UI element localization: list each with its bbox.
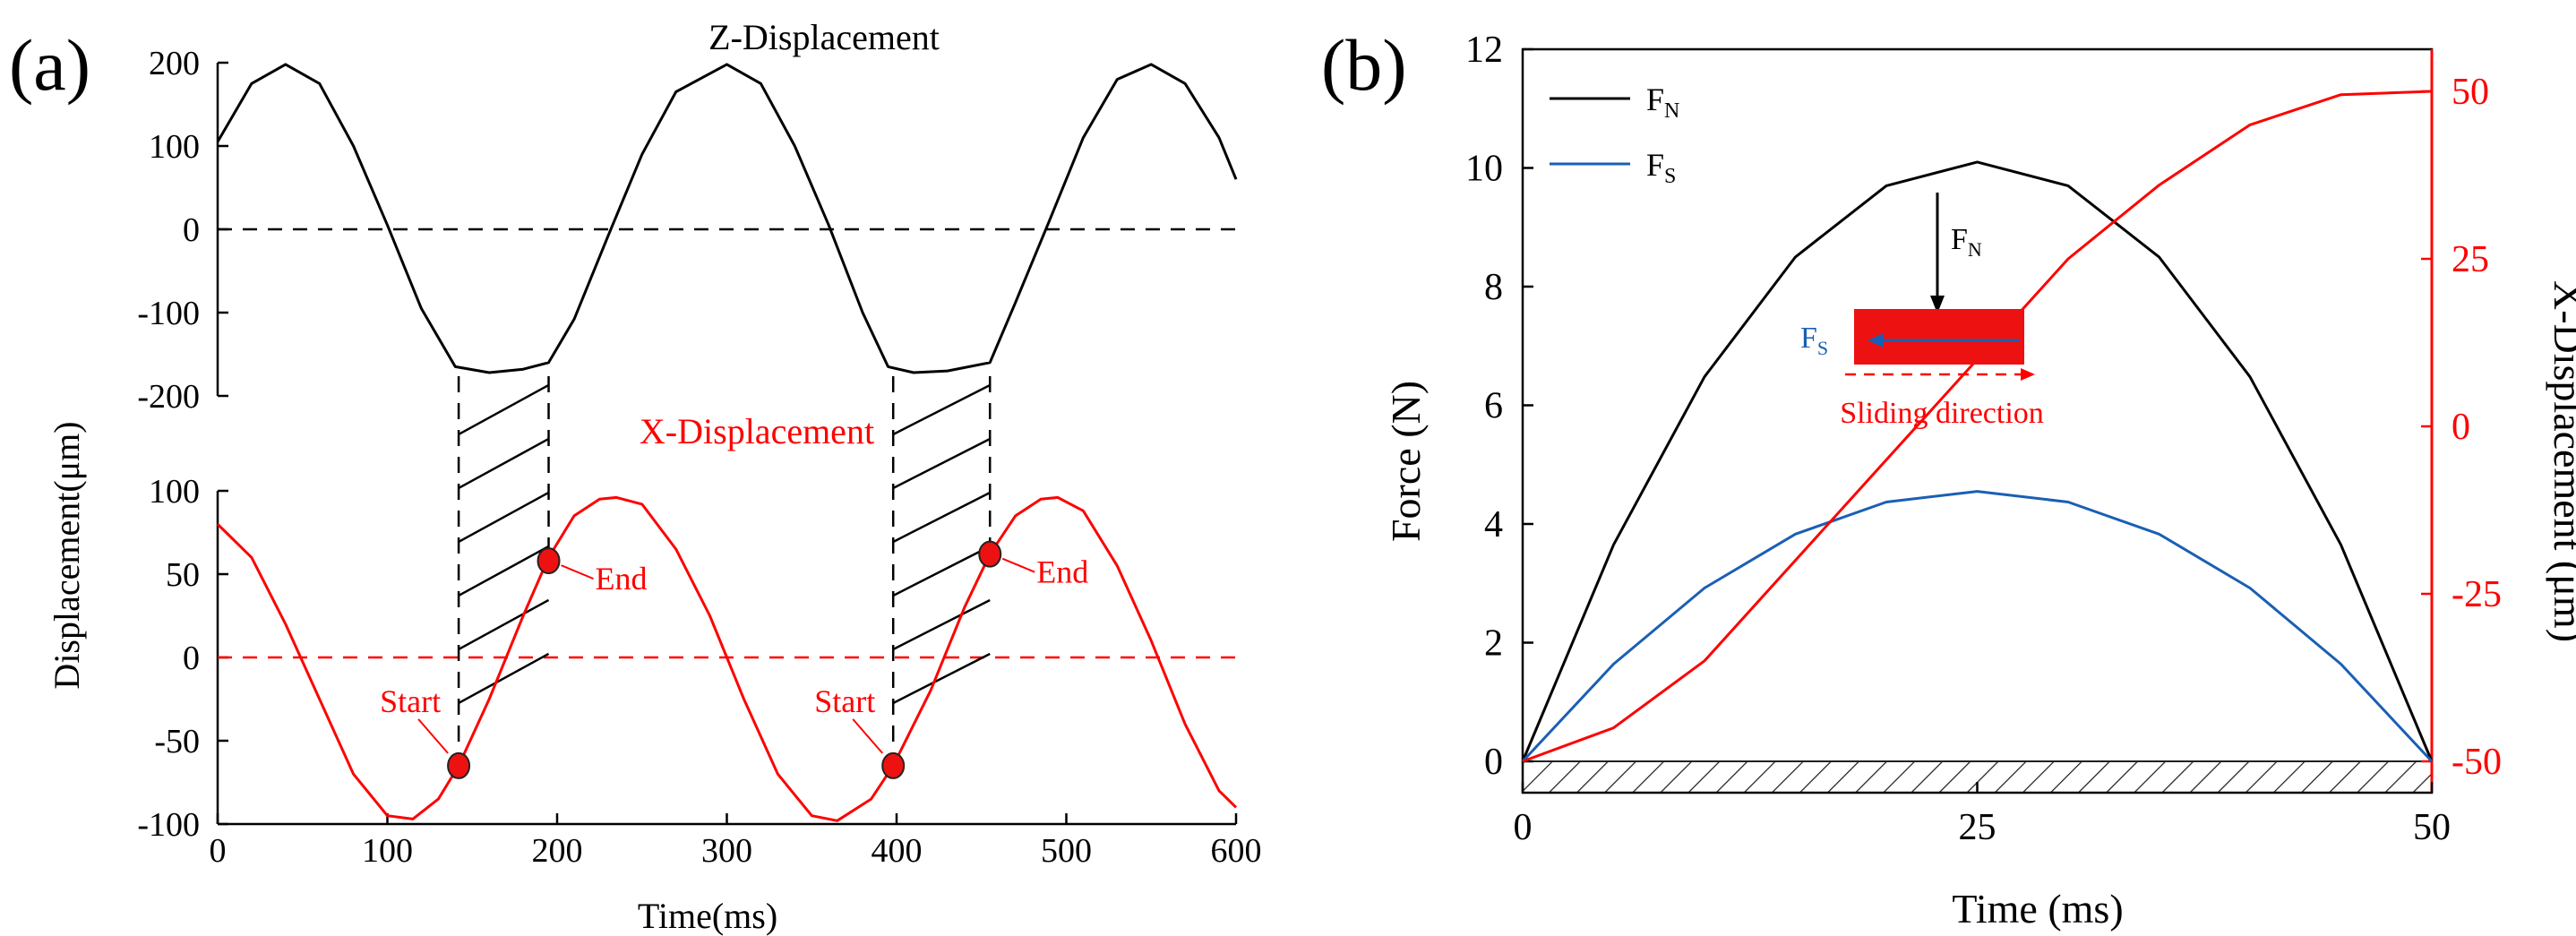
contact-hatch-line [892, 545, 991, 597]
marker-arrow [852, 718, 883, 754]
contact-windows [457, 375, 992, 766]
z-y-tick-label: -100 [137, 295, 200, 332]
y-tick-label-b: 12 [1465, 30, 1503, 71]
marker-label-start: Start [814, 683, 875, 719]
z-y-tick-label: 100 [149, 128, 200, 166]
z-y-tick-label: 0 [183, 211, 200, 249]
y2-tick-label-b: -25 [2451, 574, 2502, 615]
marker-arrow [417, 718, 449, 754]
x-tick-label-a: 400 [872, 832, 923, 870]
panel-a-markers: Start End Start End [380, 540, 1088, 779]
panel-b: (b) Force (N) X-Displacement (μm) Time (… [1321, 24, 2576, 932]
x-y-tick-label: 100 [149, 473, 200, 511]
x-tick-label-b: 25 [1959, 807, 1996, 848]
panel-b-ticks: 0 25 50 0 2 4 6 8 10 12 50 25 0 -25 -50 [1465, 30, 2502, 848]
y-tick-label-b: 6 [1484, 386, 1503, 427]
x-axis-label-a: Time(ms) [638, 896, 777, 936]
y2-tick-label-b: 25 [2451, 239, 2489, 280]
x-plot-title: X-Displacement [640, 411, 874, 451]
x-tick-label-a: 300 [701, 832, 752, 870]
x-tick-label-b: 0 [1514, 807, 1533, 848]
x-tick-label-a: 100 [362, 832, 413, 870]
x-tick-label-b: 50 [2413, 807, 2451, 848]
z-displacement-curve [216, 63, 1238, 374]
contact-hatch-line [892, 598, 991, 651]
y-axis-label-a: Displacement(μm) [47, 421, 87, 689]
contact-hatch-line [892, 491, 991, 544]
y-tick-label-b: 0 [1484, 742, 1503, 783]
legend-label-fs: FS [1646, 147, 1676, 188]
z-y-tick-label: 200 [149, 45, 200, 82]
y-tick-label-b: 2 [1484, 623, 1503, 665]
marker-start [447, 751, 471, 779]
z-plot-title: Z-Displacement [708, 17, 940, 57]
y2-tick-label-b: -50 [2451, 742, 2502, 783]
marker-start [881, 751, 906, 779]
fn-curve [1521, 160, 2434, 762]
y2-tick-label-b: 50 [2451, 72, 2489, 113]
panel-a-ticks: 0 100 200 300 400 500 6002001000-100-200100500… [137, 45, 1261, 870]
contact-hatch-line [458, 491, 550, 544]
marker-end [978, 540, 1002, 568]
panel-a-label: (a) [9, 24, 90, 106]
y-axis-label-b: Force (N) [1383, 381, 1429, 542]
inset-schematic: FN FS Sliding direction [1800, 193, 2044, 430]
x-tick-label-a: 200 [532, 832, 583, 870]
contact-hatch-line [892, 652, 991, 705]
contact-hatch-line [458, 598, 550, 651]
inset-fn-label: FN [1951, 223, 1982, 261]
panel-a: (a) Z-Displacement X-Displacement Displa… [9, 17, 1262, 936]
y2-tick-label-b: 0 [2451, 407, 2470, 448]
x-tick-label-a: 500 [1041, 832, 1092, 870]
contact-hatch-line [458, 383, 550, 436]
sliding-direction-arrowhead [2021, 368, 2035, 381]
x-tick-label-a: 0 [210, 832, 227, 870]
legend: FN FS [1550, 82, 1679, 188]
contact-hatch-line [458, 545, 550, 597]
marker-arrow [561, 564, 594, 580]
y-tick-label-b: 4 [1484, 504, 1503, 545]
marker-end [537, 547, 561, 575]
x-axis-label-b: Time (ms) [1952, 886, 2123, 932]
marker-label-end: End [1036, 554, 1088, 590]
contact-hatch-line [892, 383, 991, 436]
x-y-tick-label: -50 [154, 723, 200, 760]
inset-caption: Sliding direction [1840, 397, 2044, 430]
friction-force-arrowhead [1868, 333, 1884, 348]
y-tick-label-b: 8 [1484, 267, 1503, 308]
x-tick-label-a: 600 [1211, 832, 1262, 870]
x-y-tick-label: -100 [137, 806, 200, 844]
z-y-tick-label: -200 [137, 378, 200, 416]
y-tick-label-b: 10 [1465, 149, 1503, 190]
panel-b-label: (b) [1321, 24, 1407, 106]
fs-curve [1521, 490, 2434, 763]
x-y-tick-label: 50 [166, 556, 200, 594]
inset-fs-label: FS [1800, 322, 1828, 359]
marker-arrow [1001, 557, 1035, 573]
marker-label-start: Start [380, 683, 441, 719]
legend-label-fn: FN [1646, 82, 1679, 123]
panel-a-curves [216, 63, 1238, 822]
x-y-tick-label: 0 [183, 640, 200, 677]
marker-label-end: End [596, 561, 648, 597]
contact-hatch-line [892, 437, 991, 490]
contact-hatch-line [458, 437, 550, 490]
y2-axis-label-b: X-Displacement (μm) [2546, 280, 2576, 642]
normal-force-arrowhead [1930, 296, 1945, 313]
contact-hatch-line [458, 652, 550, 705]
x-displacement-curve [216, 495, 1238, 822]
